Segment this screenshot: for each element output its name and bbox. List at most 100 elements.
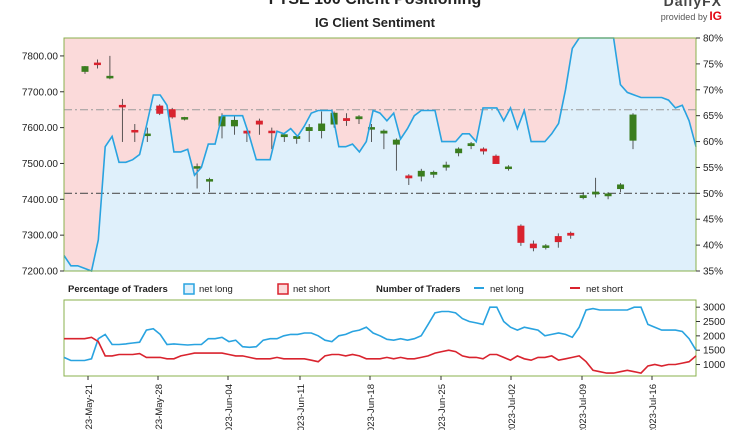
candle-body: [455, 148, 463, 154]
candle-body: [168, 109, 176, 118]
ig-logo: IG: [709, 9, 722, 23]
y-right-tick-label: 60%: [703, 137, 723, 148]
candle-body: [517, 225, 525, 243]
lower-frame: [63, 299, 697, 377]
candle-body: [318, 123, 326, 131]
candle-body: [181, 117, 189, 120]
upper-panel-gridlines: [64, 109, 696, 194]
candle-body: [343, 118, 351, 121]
x-tick-label: 2023-Jun-11: [296, 384, 307, 430]
legend-percentage-title: Percentage of Traders: [68, 284, 168, 295]
x-tick-label: 2023-Jul-16: [648, 384, 659, 430]
y-right-tick-label: 50%: [703, 189, 723, 200]
x-tick-label: 2023-May-21: [84, 384, 95, 430]
candle-body: [480, 148, 488, 152]
y-left-tick-label: 7500.00: [22, 159, 59, 170]
candle-body: [193, 166, 201, 169]
candle-body: [280, 134, 288, 138]
brand-provided-by: provided by IG: [661, 9, 722, 23]
candle-body: [380, 130, 388, 134]
legend-net-long-label: net long: [199, 284, 233, 295]
legend-num-net-long-label: net long: [490, 284, 524, 295]
upper-panel-axes: 7200.00 7300.00 7400.00 7500.00 7600.00 7700.…: [22, 34, 723, 278]
candle-body: [355, 116, 363, 120]
candle-body: [392, 139, 400, 145]
candle-body: [579, 195, 587, 199]
y-left-tick-label: 7800.00: [22, 51, 59, 62]
x-tick-label: 2023-Jun-18: [366, 384, 377, 430]
chart-subtitle: IG Client Sentiment: [315, 15, 435, 30]
lower-panel: 1000 1500 2000 2500 3000 2023-May-21 2023-May-…: [63, 299, 726, 430]
candle-body: [243, 130, 251, 134]
y-lower-tick-label: 1000: [703, 360, 726, 371]
y-left-tick-label: 7600.00: [22, 123, 59, 134]
upper-panel-background: [64, 38, 696, 271]
y-right-tick-label: 35%: [703, 267, 723, 278]
candle-body: [604, 193, 612, 197]
y-right-tick-label: 75%: [703, 59, 723, 70]
x-tick-label: 2023-Jul-02: [507, 384, 518, 430]
candle-body: [492, 155, 500, 164]
candle-body: [131, 129, 139, 133]
y-lower-tick-label: 2500: [703, 317, 726, 328]
x-tick-label: 2023-Jun-25: [437, 384, 448, 430]
num-net-short-line: [64, 336, 697, 374]
candle-body: [529, 243, 537, 249]
x-tick-label: 2023-Jun-04: [224, 384, 235, 430]
provided-by-text: provided by: [660, 12, 708, 22]
candle-body: [504, 166, 512, 170]
y-right-tick-label: 65%: [703, 111, 723, 122]
candle-body: [467, 143, 475, 147]
candle-body: [542, 245, 550, 248]
candlestick-series: [81, 55, 637, 252]
candle-body: [442, 164, 450, 168]
y-right-tick-label: 40%: [703, 241, 723, 252]
y-left-tick-label: 7700.00: [22, 87, 59, 98]
net-long-area: [64, 38, 696, 271]
y-left-tick-label: 7400.00: [22, 195, 59, 206]
x-tick-label: 2023-May-28: [154, 384, 165, 430]
brand-name: DailyFX: [663, 0, 722, 9]
y-right-tick-label: 70%: [703, 85, 723, 96]
candle-body: [592, 191, 600, 195]
candle-body: [118, 104, 126, 108]
upper-frame: [63, 37, 697, 272]
num-net-long-line: [63, 306, 697, 362]
y-lower-tick-label: 1500: [703, 346, 726, 357]
candle-body: [93, 62, 101, 66]
legend-net-long-swatch: [183, 283, 195, 295]
candle-body: [617, 184, 625, 190]
y-lower-tick-label: 3000: [703, 303, 726, 314]
candle-body: [106, 75, 114, 79]
candle-body: [206, 179, 214, 182]
candle-body: [268, 130, 276, 134]
y-lower-tick-label: 2000: [703, 331, 726, 342]
y-left-tick-label: 7300.00: [22, 231, 59, 242]
y-right-tick-label: 45%: [703, 215, 723, 226]
legend-net-short-label: net short: [293, 284, 330, 295]
y-right-tick-label: 55%: [703, 163, 723, 174]
candle-body: [293, 136, 301, 139]
chart-title: FTSE 100 Client Positioning: [0, 0, 750, 9]
candle-body: [156, 105, 164, 114]
brand-logo: DailyFX provided by IG: [661, 0, 722, 23]
candle-body: [305, 127, 313, 131]
candle-body: [417, 170, 425, 177]
y-left-tick-label: 7200.00: [22, 267, 59, 278]
x-tick-label: 2023-Jul-09: [578, 384, 589, 430]
candle-body: [430, 171, 438, 175]
candle-body: [255, 120, 263, 125]
candle-body: [554, 236, 562, 243]
y-right-tick-label: 80%: [703, 34, 723, 45]
legend-num-net-short-label: net short: [586, 284, 623, 295]
candle-body: [405, 175, 413, 179]
candle-body: [629, 114, 637, 141]
candle-body: [567, 232, 575, 236]
legend-number-title: Number of Traders: [376, 284, 460, 295]
candle-body: [81, 66, 89, 72]
candle-body: [230, 119, 238, 127]
legend-net-short-swatch: [277, 283, 289, 295]
legend: Percentage of Traders net long net short…: [68, 283, 623, 295]
